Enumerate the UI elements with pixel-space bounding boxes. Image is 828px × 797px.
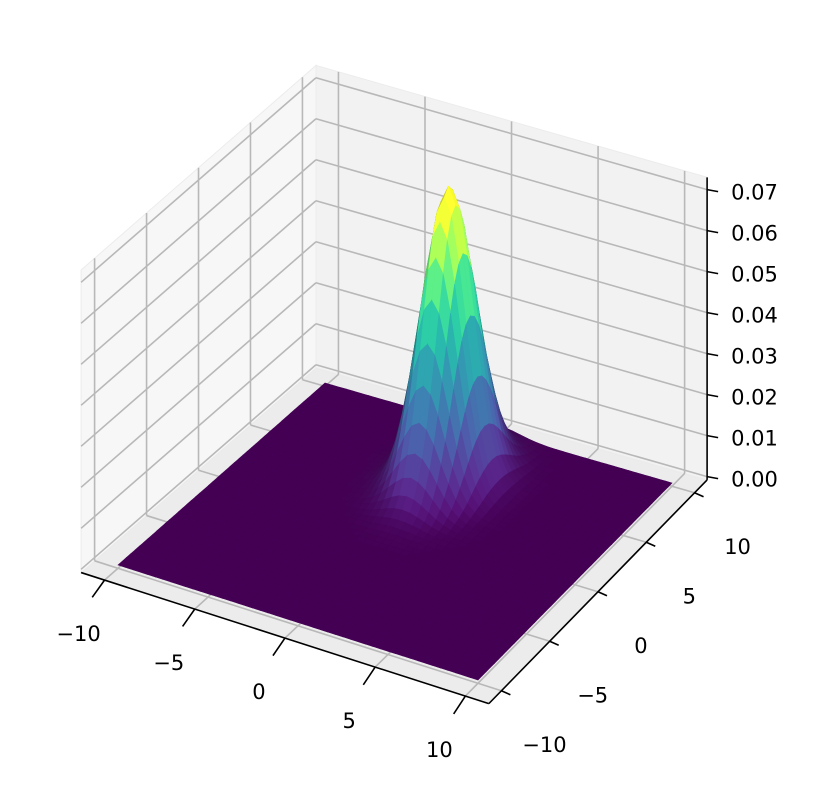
- y-tick-label: 10: [724, 535, 751, 559]
- surface: [117, 185, 673, 681]
- z-tick-mark: [706, 475, 719, 480]
- y-tick-mark: [694, 492, 704, 498]
- z-tick-mark: [706, 352, 719, 357]
- left-grid-z: [80, 159, 317, 365]
- back-grid-z: [315, 281, 708, 396]
- z-tick-label: 0.04: [731, 304, 778, 328]
- back-grid-z: [315, 76, 708, 191]
- surface-patch: [469, 673, 483, 681]
- x-tick-label: −5: [153, 651, 184, 675]
- y-axis-line: [488, 479, 708, 705]
- y-tick-label: 0: [634, 634, 647, 658]
- y-tick-label: −10: [522, 733, 566, 757]
- z-tick-label: 0.00: [731, 468, 778, 492]
- z-tick-label: 0.03: [731, 345, 778, 369]
- left-grid-z: [80, 118, 317, 324]
- x-tick-label: 0: [252, 680, 265, 704]
- z-tick-label: 0.07: [731, 181, 778, 205]
- left-grid-z: [80, 282, 317, 488]
- back-grid-z: [315, 363, 708, 478]
- back-grid-z: [315, 322, 708, 437]
- x-tick-mark: [362, 666, 376, 686]
- z-tick-label: 0.05: [731, 263, 778, 287]
- x-tick-mark: [91, 579, 106, 598]
- z-tick-label: 0.06: [731, 222, 778, 246]
- y-tick-mark: [645, 541, 656, 548]
- left-grid-z: [80, 200, 317, 406]
- y-tick-mark: [549, 640, 560, 646]
- back-grid-z: [315, 199, 708, 314]
- x-tick-mark: [272, 637, 286, 657]
- back-grid-z: [315, 240, 708, 355]
- x-tick-mark: [452, 695, 467, 715]
- x-tick-mark: [181, 608, 196, 627]
- z-tick-mark: [706, 311, 719, 316]
- left-grid-z: [80, 364, 317, 570]
- z-tick-mark: [706, 229, 719, 234]
- back-grid-z: [315, 117, 708, 232]
- y-tick-label: 5: [683, 584, 696, 608]
- y-tick-label: −5: [577, 683, 608, 707]
- z-tick-mark: [706, 434, 719, 439]
- x-tick-label: 10: [426, 738, 453, 762]
- z-tick-mark: [706, 270, 719, 275]
- back-grid-z: [315, 158, 708, 273]
- left-grid-z: [80, 241, 317, 447]
- tick-labels: −10 −5 0 5 10 −10 −5 0 5 10 0.00 0.01 0.02 0.03 0.04 0.…: [56, 181, 777, 762]
- x-tick-label: 5: [342, 709, 355, 733]
- z-tick-label: 0.01: [731, 427, 778, 451]
- z-tick-label: 0.02: [731, 386, 778, 410]
- floor-grid-y: [94, 560, 502, 692]
- left-grid-z: [80, 323, 317, 529]
- y-tick-mark: [597, 591, 608, 597]
- z-tick-mark: [706, 188, 719, 193]
- left-grid-z: [80, 77, 317, 283]
- z-tick-mark: [706, 393, 719, 398]
- y-tick-mark: [501, 690, 511, 696]
- axis-lines: [80, 177, 719, 715]
- x-tick-label: −10: [56, 622, 100, 646]
